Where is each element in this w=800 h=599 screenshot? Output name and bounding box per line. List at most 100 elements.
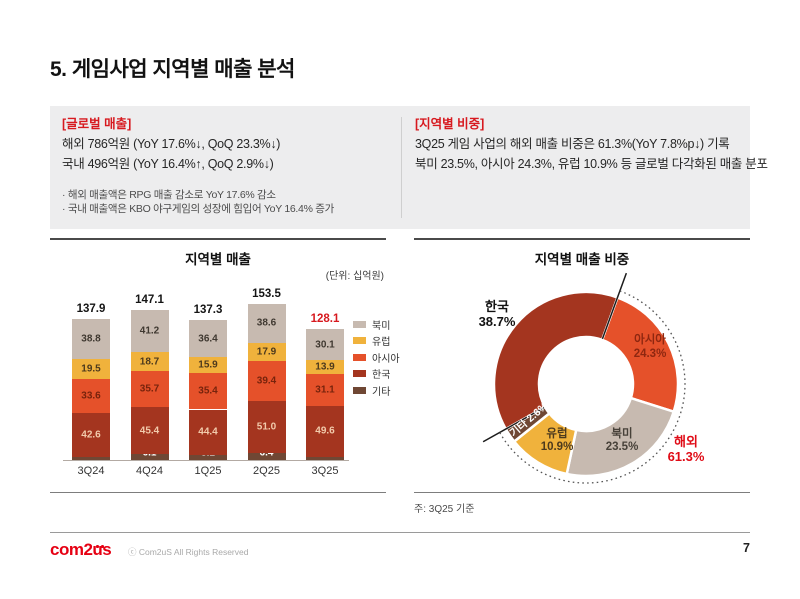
legend-swatch-icon: [353, 320, 366, 328]
bar-segment-북미: [306, 329, 344, 361]
bar-segment-한국: [72, 413, 110, 457]
column-divider: [401, 117, 402, 218]
bar-segment-value: 44.4: [198, 426, 218, 438]
bar-segment-value: 38.8: [81, 333, 101, 345]
bullet-domestic: 국내 매출액은 KBO 야구게임의 성장에 힘입어 YoY 16.4% 증가: [62, 202, 334, 216]
bar-segment-기타: [72, 456, 110, 460]
donut-label-한국: 한국 38.7%: [479, 299, 516, 329]
chart-note: 주: 3Q25 기준: [414, 504, 475, 515]
bar-segment-value: 33.6: [81, 390, 101, 402]
bar-segment-value: 42.6: [81, 429, 101, 441]
bar-total-label: 147.1: [135, 293, 164, 306]
bar-segment-value: 39.4: [256, 375, 277, 387]
legend-label: 아시아: [372, 353, 400, 365]
regional-share-donut-chart: 지역별 매출 비중 아시아 24.3% 북미 23.5% 유럽 10.9% 기타 2.6% 한…: [414, 238, 750, 493]
bar-plot-area: 3.442.633.619.538.8137.93Q246.145.435.71…: [50, 240, 386, 492]
logo-text: com2us: [50, 540, 112, 559]
bar-segment-기타: [306, 456, 344, 460]
x-axis-line: [63, 460, 349, 461]
bar-segment-유럽: [72, 358, 110, 379]
bullet-overseas: 해외 매출액은 RPG 매출 감소로 YoY 17.6% 감소: [62, 188, 334, 202]
overseas-share-line: 3Q25 게임 사업의 해외 매출 비중은 61.3%(YoY 7.8%p↓) …: [415, 137, 730, 151]
legend-item-북미: 북미: [353, 316, 400, 333]
bar-segment-아시아: [72, 378, 110, 414]
logo-dot-icon: [96, 545, 99, 548]
regional-share-summary: [지역별 비중] 3Q25 게임 사업의 해외 매출 비중은 61.3%(YoY…: [415, 106, 768, 229]
bar-segment-아시아: [306, 374, 344, 406]
overseas-revenue-line: 해외 786억원 (YoY 17.6%↓, QoQ 23.3%↓): [62, 137, 281, 151]
bar-segment-기타: [247, 453, 286, 460]
donut-label-아시아: 아시아 24.3%: [634, 332, 667, 360]
legend-swatch-icon: [353, 370, 366, 378]
bar-segment-북미: [130, 309, 169, 352]
bar-segment-value: 19.5: [81, 363, 101, 375]
summary-panel: [글로벌 매출] 해외 786억원 (YoY 17.6%↓, QoQ 23.3%…: [50, 106, 768, 229]
legend-item-기타: 기타: [353, 382, 400, 399]
bar-segment-한국: [130, 407, 169, 454]
footer: com2us ⓒ Com2uS All Rights Reserved 7: [50, 532, 750, 567]
legend-swatch-icon: [353, 386, 366, 394]
summary-bullets: 해외 매출액은 RPG 매출 감소로 YoY 17.6% 감소 국내 매출액은 …: [62, 188, 334, 216]
x-axis-tick-label: 3Q24: [77, 465, 105, 477]
bar-segment-value: 49.6: [315, 425, 335, 437]
bar-segment-value: 35.4: [198, 385, 218, 397]
bar-segment-한국: [306, 405, 344, 457]
bar-segment-아시아: [189, 373, 227, 410]
region-breakdown-line: 북미 23.5%, 아시아 24.3%, 유럽 10.9% 등 글로벌 다각화된…: [415, 157, 768, 171]
legend-label: 북미: [372, 320, 391, 332]
bar-segment-value: 45.4: [139, 425, 160, 437]
bar-segment-유럽: [247, 343, 286, 362]
overseas-dotted-arc: [499, 290, 686, 484]
legend-label: 기타: [372, 386, 391, 398]
x-axis-tick-label: 1Q25: [194, 465, 222, 477]
donut-label-북미: 북미 23.5%: [606, 426, 639, 453]
bar-segment-아시아: [130, 371, 169, 408]
legend-swatch-icon: [353, 337, 366, 345]
legend-item-아시아: 아시아: [353, 349, 400, 366]
bar-segment-value: 18.7: [139, 356, 160, 368]
donut-slice-아시아: [600, 296, 680, 413]
legend-label: 유럽: [372, 337, 391, 349]
donut-slice-한국: [492, 290, 619, 431]
bar-segment-유럽: [189, 357, 227, 374]
global-revenue-heading: [글로벌 매출]: [62, 117, 132, 131]
logo-dot-icon: [101, 545, 104, 548]
bar-segment-기타: [189, 454, 227, 460]
overseas-boundary-line-bottom: [482, 406, 545, 443]
copyright-text: ⓒ Com2uS All Rights Reserved: [128, 547, 249, 557]
bar-segment-value: 30.1: [315, 339, 335, 351]
bar-segment-기타: [130, 453, 169, 460]
regional-share-heading: [지역별 비중]: [415, 117, 485, 131]
donut-chart: 아시아 24.3%북미 23.5%유럽 10.9%기타 2.6%한국 38.7%해외 61…: [479, 272, 705, 484]
unit-label: (단위: 십억원): [325, 271, 384, 282]
overseas-boundary-line-top: [601, 272, 628, 340]
bar-total-label: 137.9: [76, 303, 106, 316]
bar-segment-value: 17.9: [256, 346, 277, 358]
legend-label: 한국: [372, 370, 391, 382]
legend-item-유럽: 유럽: [353, 333, 400, 350]
bar-chart-title: 지역별 매출: [185, 252, 251, 267]
bar-segment-value: 41.2: [139, 325, 160, 337]
bar-total-label: 153.5: [252, 287, 281, 300]
legend-item-한국: 한국: [353, 366, 400, 383]
bar-segment-한국: [247, 401, 286, 454]
global-revenue-summary: [글로벌 매출] 해외 786억원 (YoY 17.6%↓, QoQ 23.3%…: [62, 106, 397, 229]
domestic-revenue-line: 국내 496억원 (YoY 16.4%↑, QoQ 2.9%↓): [62, 157, 274, 171]
bar-segment-value: 51.0: [256, 421, 277, 433]
bar-total-label: 128.1: [310, 313, 340, 326]
bar-segment-value: 13.9: [315, 361, 335, 373]
bar-segment-북미: [189, 320, 227, 358]
bar-segment-value: 38.6: [256, 317, 277, 329]
regional-revenue-bar-chart: 지역별 매출 (단위: 십억원) 3.442.633.619.538.8137.…: [50, 238, 400, 493]
bar-total-label: 137.3: [193, 304, 223, 317]
bar-segment-value: 15.9: [198, 359, 218, 371]
com2us-logo: com2us: [50, 540, 112, 560]
x-axis-tick-label: 3Q25: [311, 465, 339, 477]
bar-segment-북미: [72, 319, 110, 359]
legend-swatch-icon: [353, 353, 366, 361]
page-number: 7: [743, 541, 750, 555]
x-axis-tick-label: 4Q24: [136, 465, 163, 477]
bar-segment-북미: [247, 303, 286, 343]
